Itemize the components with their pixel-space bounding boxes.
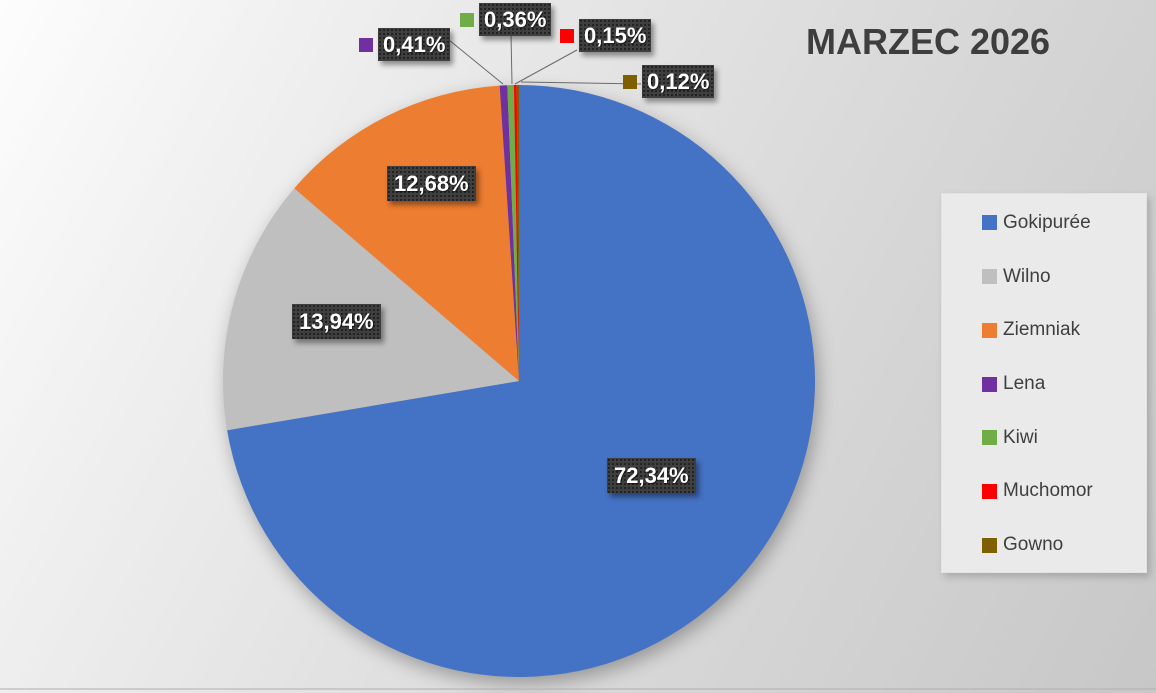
data-label-muchomor: 0,15%: [560, 19, 652, 52]
data-label-gowno: 0,12%: [623, 65, 715, 98]
pie-slice-lena[interactable]: [499, 85, 519, 382]
legend-swatch-kiwi: [982, 430, 997, 446]
pie-slice-gowno[interactable]: [516, 85, 519, 381]
legend-swatch-lena: [982, 376, 997, 392]
data-label-kiwi: 0,36%: [460, 3, 552, 36]
legend-label-lena: Lena: [1003, 373, 1046, 395]
pie-chart: [222, 85, 815, 677]
data-label-ziemniak: 12,68%: [387, 166, 476, 201]
data-label-gowno-value: 0,12%: [642, 65, 715, 98]
legend-label-gowno: Gowno: [1003, 534, 1064, 556]
legend-item-gowno[interactable]: Gowno: [982, 518, 1146, 572]
kiwi-swatch-icon: [460, 12, 474, 27]
legend-label-gokipuree: Gokipurée: [1003, 211, 1091, 233]
legend-item-kiwi[interactable]: Kiwi: [982, 411, 1146, 465]
legend-item-muchomor[interactable]: Muchomor: [982, 465, 1146, 519]
legend-label-muchomor: Muchomor: [1003, 480, 1093, 502]
pie-slice-ziemniak[interactable]: [294, 85, 519, 381]
legend-item-wilno[interactable]: Wilno: [982, 250, 1146, 304]
data-label-lena-value: 0,41%: [378, 28, 451, 61]
legend-label-wilno: Wilno: [1003, 265, 1051, 287]
legend-swatch-muchomor: [982, 483, 997, 499]
pie-slice-muchomor[interactable]: [513, 85, 519, 381]
legend-swatch-wilno: [982, 269, 997, 285]
legend-item-gokipuree[interactable]: Gokipurée: [982, 196, 1146, 250]
lena-swatch-icon: [359, 37, 373, 52]
data-label-gokipuree: 72,34%: [607, 458, 696, 493]
data-label-wilno: 13,94%: [292, 304, 381, 339]
pie-slice-gokipuree[interactable]: [227, 85, 815, 677]
legend-item-ziemniak[interactable]: Ziemniak: [982, 303, 1146, 357]
muchomor-swatch-icon: [560, 28, 574, 43]
data-label-muchomor-value: 0,15%: [579, 19, 652, 52]
gowno-swatch-icon: [623, 74, 637, 89]
legend-swatch-gokipuree: [982, 215, 997, 231]
legend-label-ziemniak: Ziemniak: [1003, 319, 1081, 341]
legend-swatch-gowno: [982, 537, 997, 553]
legend-label-kiwi: Kiwi: [1003, 426, 1038, 448]
chart-legend: Gokipurée Wilno Ziemniak Lena Kiwi Mucho…: [941, 193, 1147, 573]
legend-swatch-ziemniak: [982, 322, 997, 338]
slide-bottom-edge: [0, 688, 1156, 690]
chart-title: MARZEC 2026: [806, 21, 1051, 62]
pie-slice-kiwi[interactable]: [507, 85, 519, 381]
data-label-kiwi-value: 0,36%: [479, 3, 552, 36]
legend-item-lena[interactable]: Lena: [982, 357, 1146, 411]
data-label-lena: 0,41%: [359, 28, 451, 61]
